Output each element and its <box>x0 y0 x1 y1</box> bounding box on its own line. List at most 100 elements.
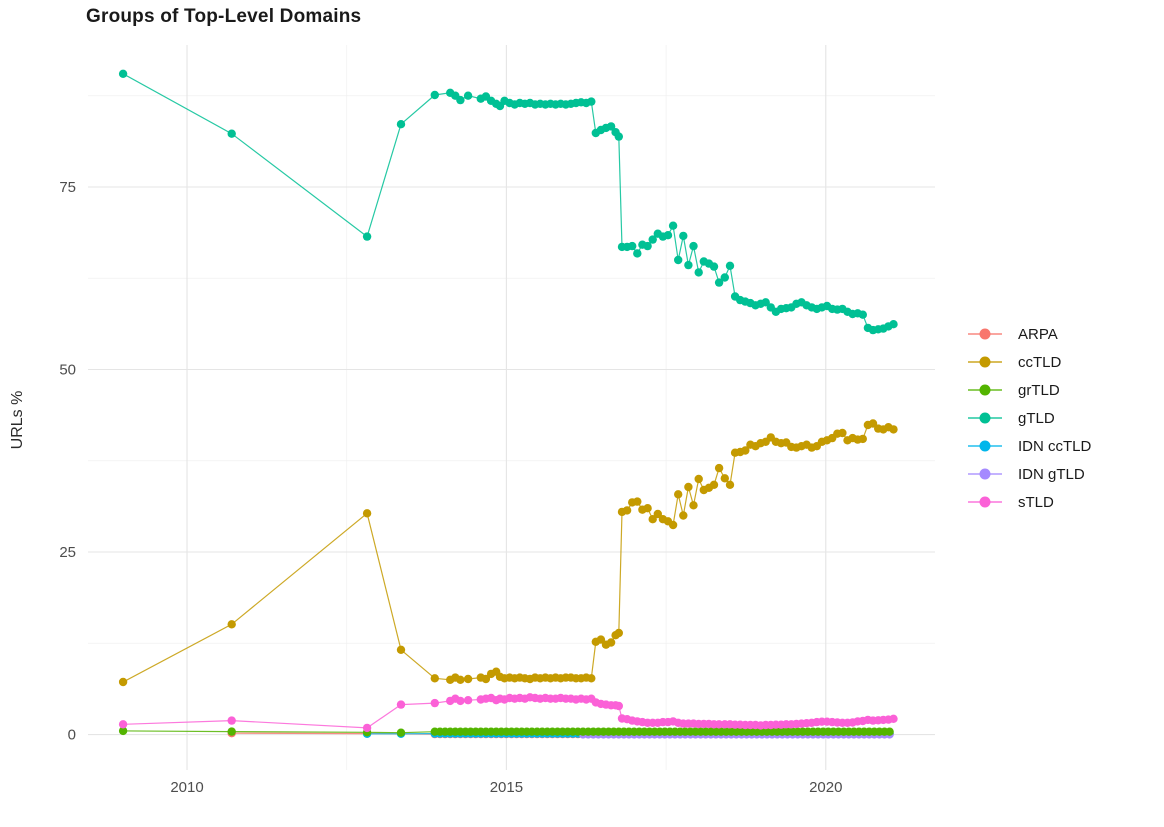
data-point <box>885 727 894 736</box>
data-point <box>614 628 623 638</box>
legend-key-icon <box>968 439 1002 453</box>
legend-item-ARPA: ARPA <box>968 320 1091 348</box>
data-point <box>679 511 688 520</box>
data-point <box>587 674 596 683</box>
data-point <box>689 241 698 251</box>
data-point <box>362 232 372 241</box>
legend-key-icon <box>968 355 1002 369</box>
y-tick-label: 25 <box>59 544 76 561</box>
legend-key-dot <box>979 496 991 508</box>
data-point <box>396 645 406 654</box>
data-point <box>587 97 596 106</box>
y-tick-label: 75 <box>59 179 76 196</box>
data-point <box>838 428 847 438</box>
data-point <box>430 90 439 100</box>
series-gTLD <box>118 69 898 335</box>
x-tick-label: 2015 <box>490 779 523 796</box>
legend-key-dot <box>979 356 991 368</box>
series-ccTLD <box>118 419 898 687</box>
legend-item-IDN-ccTLD: IDN ccTLD <box>968 432 1091 460</box>
legend-key-dot <box>979 468 991 480</box>
data-point <box>648 235 657 244</box>
panel-grid-minor <box>88 45 935 770</box>
x-tick-label: 2010 <box>170 779 203 796</box>
data-point <box>633 497 642 506</box>
legend-label: ccTLD <box>1018 353 1062 371</box>
data-point <box>227 129 236 138</box>
data-point <box>889 714 898 723</box>
legend-label: grTLD <box>1018 381 1060 399</box>
y-axis-labels: 0 25 50 75 <box>59 179 76 744</box>
legend-label: IDN gTLD <box>1018 465 1085 483</box>
data-point <box>456 95 465 105</box>
data-point <box>463 91 473 100</box>
legend: ARPA ccTLD grTLD gTLD IDN ccTLD IDN gTLD sTLD <box>968 320 1091 516</box>
data-point <box>614 701 623 711</box>
data-point <box>596 635 606 644</box>
data-point <box>858 434 867 444</box>
data-point <box>622 506 632 515</box>
data-point <box>689 501 698 510</box>
data-point <box>227 727 236 736</box>
data-point <box>858 310 867 319</box>
legend-label: IDN ccTLD <box>1018 437 1092 455</box>
data-point <box>227 716 236 725</box>
data-point <box>684 260 693 270</box>
data-point <box>628 241 637 251</box>
data-point <box>648 515 657 524</box>
data-point <box>674 490 683 499</box>
data-point <box>653 509 662 519</box>
data-point <box>889 320 898 329</box>
data-point <box>643 504 652 513</box>
data-point <box>227 620 236 629</box>
legend-key-icon <box>968 383 1002 397</box>
legend-key-dot <box>979 412 991 424</box>
data-point <box>481 674 491 684</box>
data-point <box>679 231 688 241</box>
legend-item-grTLD: grTLD <box>968 376 1091 404</box>
data-point <box>668 221 678 230</box>
legend-item-gTLD: gTLD <box>968 404 1091 432</box>
data-point <box>741 446 750 455</box>
legend-key-icon <box>968 411 1002 425</box>
data-point <box>720 474 729 483</box>
legend-key-dot <box>979 384 991 396</box>
data-point <box>362 509 372 518</box>
data-point <box>456 696 465 706</box>
data-point <box>118 677 128 687</box>
data-point <box>720 273 729 282</box>
legend-key-icon <box>968 327 1002 341</box>
data-point <box>694 268 703 277</box>
data-point <box>694 474 703 484</box>
data-point <box>606 638 616 647</box>
legend-label: sTLD <box>1018 493 1054 511</box>
data-point <box>606 122 616 131</box>
data-point <box>714 463 724 473</box>
data-point <box>430 674 439 683</box>
data-point <box>362 723 372 733</box>
data-point <box>118 69 128 79</box>
data-point <box>761 298 770 307</box>
legend-item-sTLD: sTLD <box>968 488 1091 516</box>
y-axis-label: URLs % <box>9 391 26 450</box>
series-grTLD <box>118 726 894 737</box>
data-point <box>714 278 724 287</box>
y-tick-label: 0 <box>68 727 76 744</box>
legend-key-icon <box>968 467 1002 481</box>
data-point <box>430 698 439 708</box>
data-point <box>668 520 678 530</box>
data-point <box>889 425 898 434</box>
data-point <box>725 261 735 270</box>
data-point <box>456 675 465 684</box>
data-point <box>709 262 719 271</box>
legend-item-ccTLD: ccTLD <box>968 348 1091 376</box>
data-point <box>396 728 406 737</box>
data-point <box>868 419 878 428</box>
data-point <box>396 700 406 709</box>
data-series-layer <box>118 69 898 739</box>
data-point <box>674 255 683 265</box>
data-point <box>709 480 719 489</box>
x-tick-label: 2020 <box>809 779 842 796</box>
data-point <box>614 132 623 141</box>
